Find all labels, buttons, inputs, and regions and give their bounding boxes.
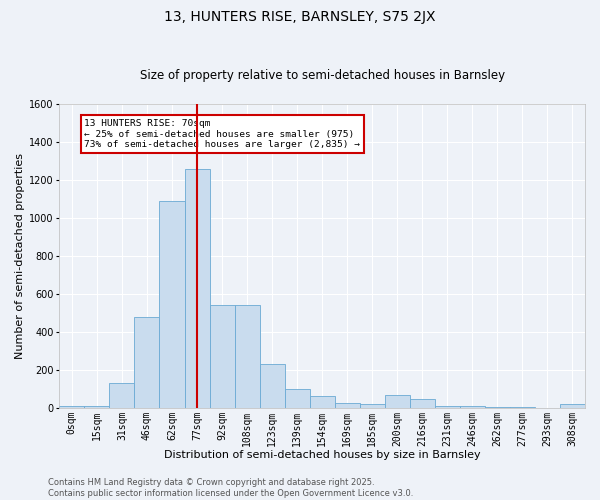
Bar <box>134 316 160 408</box>
Bar <box>510 407 535 408</box>
Bar <box>260 364 284 408</box>
Text: 13 HUNTERS RISE: 70sqm
← 25% of semi-detached houses are smaller (975)
73% of se: 13 HUNTERS RISE: 70sqm ← 25% of semi-det… <box>85 119 361 149</box>
Bar <box>109 383 134 408</box>
Bar <box>485 407 510 408</box>
Bar <box>385 396 410 408</box>
Bar <box>460 406 485 408</box>
Bar <box>59 406 85 408</box>
Bar <box>235 306 260 408</box>
Bar <box>85 406 109 408</box>
Bar <box>185 168 209 408</box>
Bar <box>160 201 185 408</box>
Title: Size of property relative to semi-detached houses in Barnsley: Size of property relative to semi-detach… <box>140 69 505 82</box>
Bar <box>209 306 235 408</box>
Bar <box>360 404 385 408</box>
Text: Contains HM Land Registry data © Crown copyright and database right 2025.
Contai: Contains HM Land Registry data © Crown c… <box>48 478 413 498</box>
Bar <box>435 406 460 408</box>
Bar <box>560 404 585 408</box>
Bar <box>335 403 360 408</box>
X-axis label: Distribution of semi-detached houses by size in Barnsley: Distribution of semi-detached houses by … <box>164 450 481 460</box>
Bar <box>284 389 310 408</box>
Bar <box>410 400 435 408</box>
Bar <box>310 396 335 408</box>
Text: 13, HUNTERS RISE, BARNSLEY, S75 2JX: 13, HUNTERS RISE, BARNSLEY, S75 2JX <box>164 10 436 24</box>
Y-axis label: Number of semi-detached properties: Number of semi-detached properties <box>15 153 25 359</box>
